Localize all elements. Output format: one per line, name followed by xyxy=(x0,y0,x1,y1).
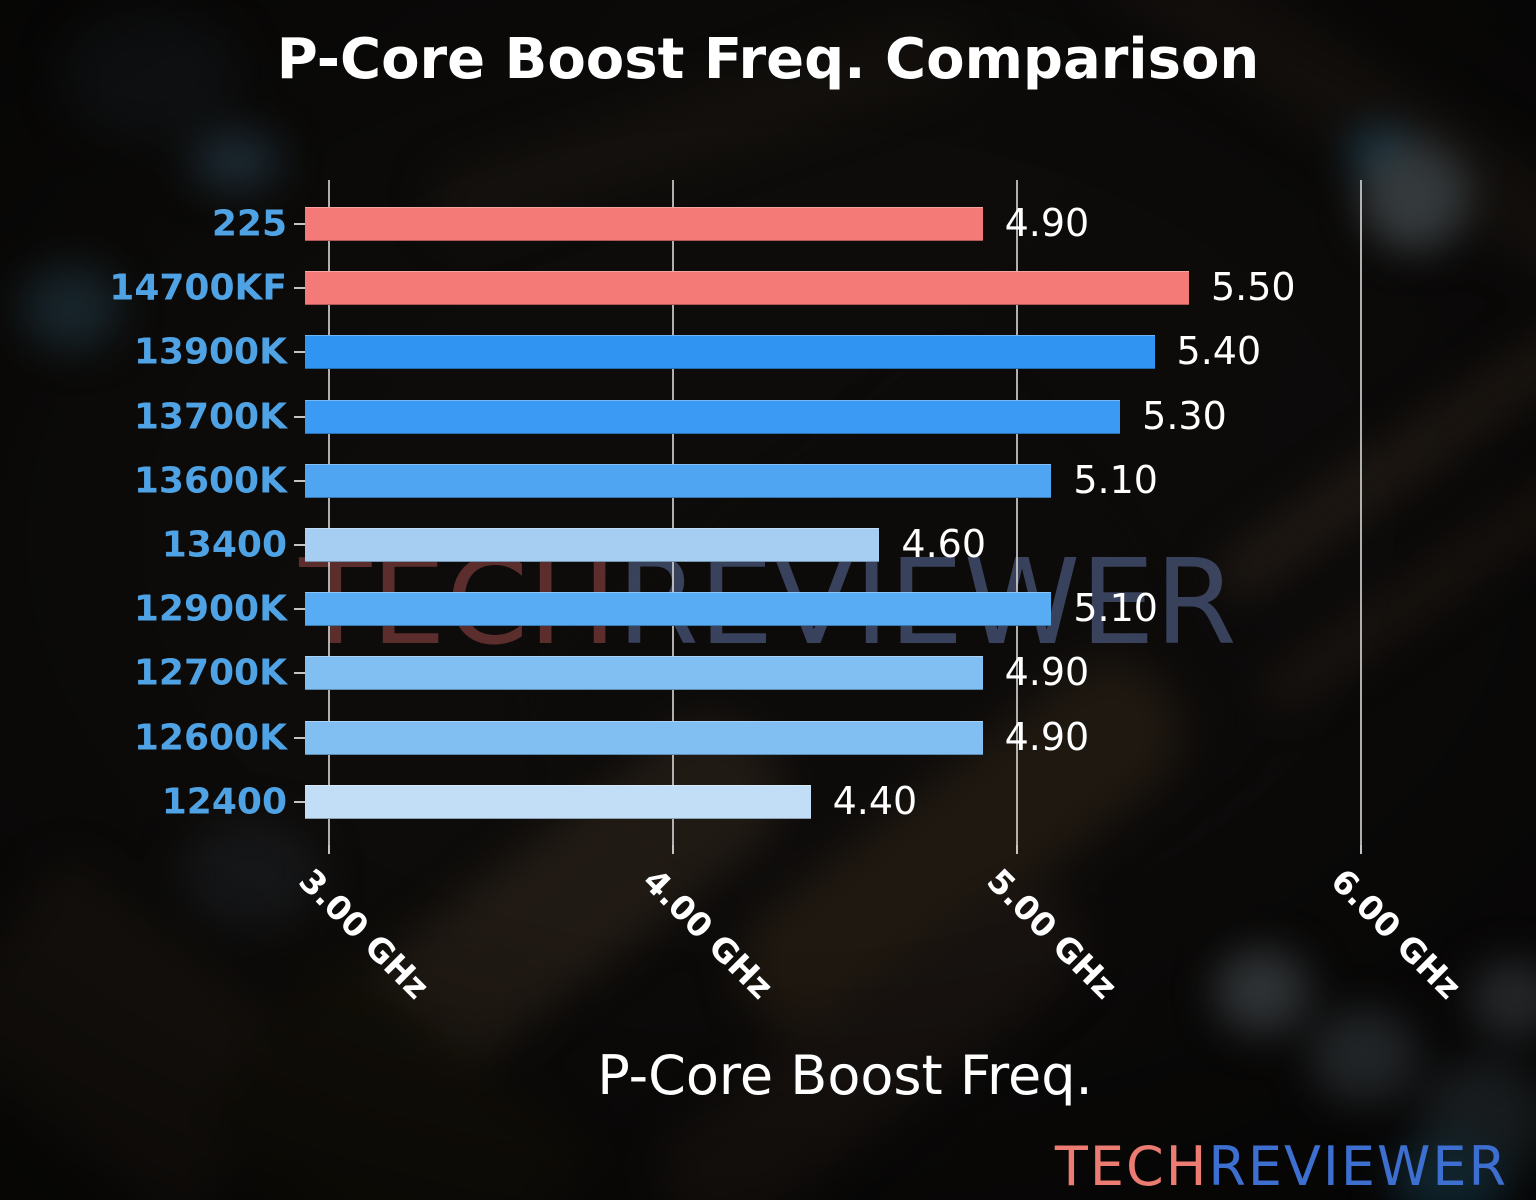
bar xyxy=(305,784,811,819)
gridline xyxy=(328,180,331,845)
bar xyxy=(305,271,1189,306)
bar-value-label: 5.10 xyxy=(1073,457,1158,502)
bar xyxy=(305,463,1052,498)
category-label: 13400 xyxy=(161,524,287,566)
gridline xyxy=(1359,180,1362,845)
x-axis-tick xyxy=(672,845,675,854)
x-axis-tick xyxy=(1359,845,1362,854)
bar-value-label: 5.40 xyxy=(1176,329,1262,374)
x-axis-tick xyxy=(1015,845,1018,854)
gridline xyxy=(1015,180,1018,845)
bar-value-label: 5.50 xyxy=(1210,265,1296,310)
y-axis-tick xyxy=(294,223,305,225)
bar-value-label: 5.30 xyxy=(1142,393,1227,438)
gridline xyxy=(672,180,675,845)
x-axis-label: P-Core Boost Freq. xyxy=(597,1044,1093,1107)
y-axis-tick xyxy=(294,415,305,418)
category-label: 225 xyxy=(211,203,287,245)
y-axis-tick xyxy=(294,736,305,739)
category-label: 12900K xyxy=(133,588,287,630)
bar-value-label: 4.60 xyxy=(901,522,986,567)
category-label: 13600K xyxy=(133,460,287,502)
bar xyxy=(305,335,1155,370)
y-axis-tick xyxy=(294,351,305,354)
category-label: 14700KF xyxy=(109,267,287,309)
bar-value-label: 4.40 xyxy=(832,778,918,823)
bar xyxy=(305,656,983,691)
category-label: 12600K xyxy=(133,717,287,759)
bar-value-label: 4.90 xyxy=(1004,201,1090,246)
x-axis-tick xyxy=(328,845,331,854)
y-axis-tick xyxy=(294,672,305,675)
bar-value-label: 5.10 xyxy=(1073,586,1158,631)
chart-title: P-Core Boost Freq. Comparison xyxy=(276,27,1260,92)
y-axis-tick xyxy=(294,544,305,546)
category-label: 13700K xyxy=(133,396,287,438)
y-axis-tick xyxy=(294,608,305,611)
bar xyxy=(305,528,880,562)
bar xyxy=(305,720,983,755)
bar-value-label: 4.90 xyxy=(1004,650,1090,695)
y-axis-tick xyxy=(294,479,305,482)
bar xyxy=(305,207,983,241)
y-axis-tick xyxy=(294,287,305,290)
category-label: 12400 xyxy=(161,781,287,823)
bar xyxy=(305,399,1121,434)
category-label: 12700K xyxy=(133,652,287,694)
bar-value-label: 4.90 xyxy=(1004,714,1090,759)
brand-logo: TECHREVIEWER xyxy=(1054,1134,1508,1198)
y-axis-tick xyxy=(294,800,305,803)
category-label: 13900K xyxy=(133,331,287,373)
logo-tech: TECH xyxy=(1054,1134,1209,1198)
plot-area: 3.00 GHz 4.00 GHz 5.00 GHz 6.00 GHz 4.90 225 5… xyxy=(109,180,1469,1007)
logo-reviewer: REVIEWER xyxy=(1208,1134,1508,1198)
bar xyxy=(305,592,1052,627)
